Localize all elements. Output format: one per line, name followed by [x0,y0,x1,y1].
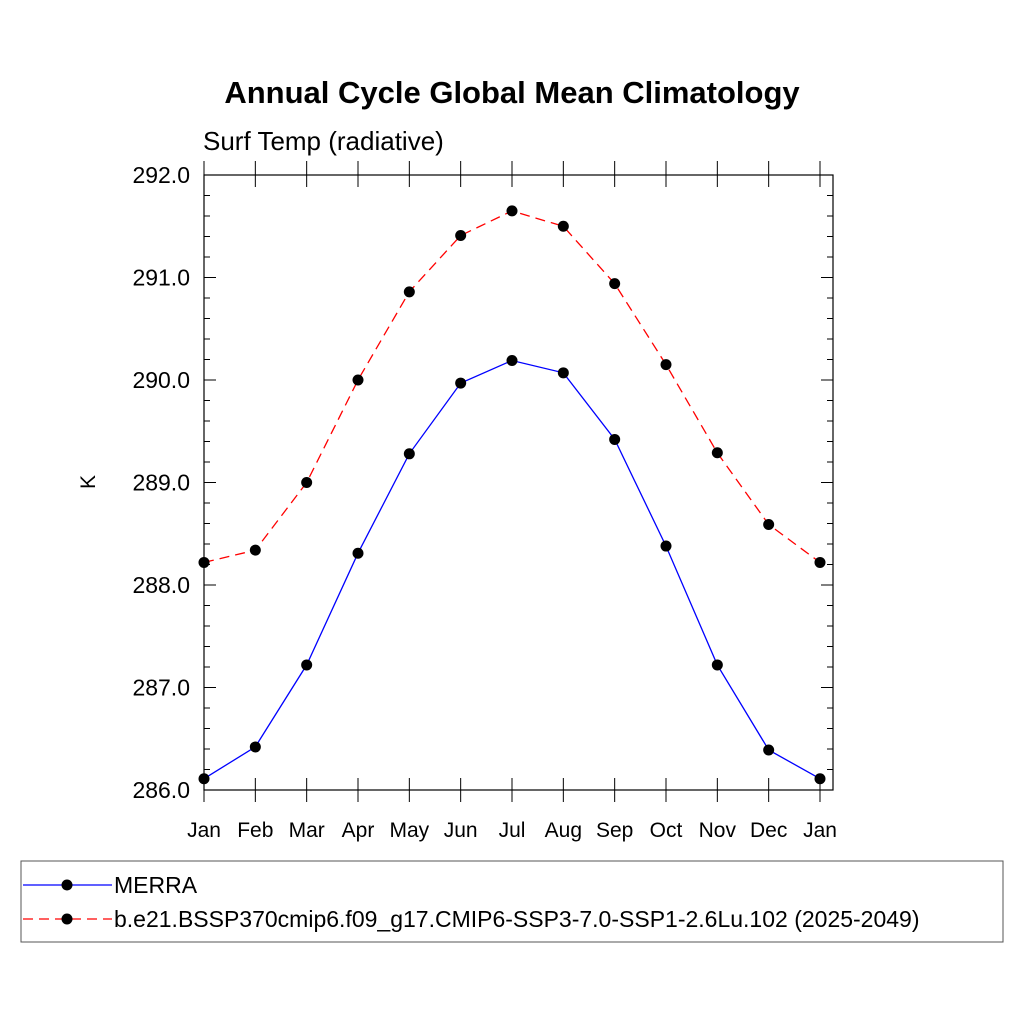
series-1-point [455,377,467,389]
series-2-point [814,556,826,568]
series-2-point [403,286,415,298]
x-tick-label: Apr [342,819,375,842]
x-tick-label: Jan [803,819,837,842]
x-tick-label: Jul [499,819,526,842]
legend-marker-2 [61,913,73,925]
y-tick-label: 286.0 [132,777,190,803]
x-tick-label: Dec [750,819,787,842]
series-1-point [249,741,261,753]
y-tick-label: 292.0 [132,162,190,188]
x-tick-label: Mar [289,819,325,842]
series-line-1 [203,359,821,780]
y-axis: 286.0 287.0 288.0 289.0 290.0 291.0 292.0 [132,162,833,803]
x-tick-label: Nov [699,819,737,842]
series-2-point [711,447,723,459]
x-tick-label: Jun [444,819,478,842]
legend: MERRA b.e21.BSSP370cmip6.f09_g17.CMIP6-SS… [20,860,1004,943]
y-tick-label: 288.0 [132,572,190,598]
series-1-point [403,448,415,460]
y-axis-label: K [77,475,100,489]
series-1-point [557,367,569,379]
x-tick-label: May [389,819,429,842]
series-line-2 [203,210,821,564]
series-1-point [301,659,313,671]
x-tick-label: Feb [237,819,273,842]
series-1-point [352,547,364,559]
series-1-point [711,659,723,671]
series-1-point [198,773,210,785]
y-tick-label: 290.0 [132,367,190,393]
series-2-point [609,278,621,290]
x-axis: Jan Feb Mar Apr May Jun Jul Aug Sep Oct Nov Dec Jan [187,161,837,842]
series-1-point [814,773,826,785]
series-2-point [301,477,313,488]
legend-label-2: b.e21.BSSP370cmip6.f09_g17.CMIP6-SSP3-7.… [114,906,920,932]
legend-label-1: MERRA [114,872,198,898]
chart-subtitle: Surf Temp (radiative) [203,126,444,156]
series-1-point [609,433,621,445]
legend-marker-1 [61,879,73,891]
series-1-point [763,744,775,756]
x-tick-label: Aug [545,819,582,842]
y-tick-label: 289.0 [132,470,190,496]
x-tick-label: Sep [596,819,633,842]
series-2-point [455,229,467,241]
series-2-point [763,519,775,531]
series-2-point [198,556,210,568]
y-tick-label: 291.0 [132,265,190,291]
series-2-point [249,544,261,556]
series-2-point [352,374,364,386]
y-tick-label: 287.0 [132,675,190,701]
chart-title: Annual Cycle Global Mean Climatology [224,75,800,110]
x-tick-label: Oct [650,819,683,842]
series-1-point [506,355,518,367]
legend-box [20,860,1004,943]
series-2-point [557,220,569,232]
x-tick-label: Jan [187,819,221,842]
series-2-point [506,205,518,217]
series-layer [198,205,826,785]
series-2-point [660,359,672,371]
series-1-point [660,540,672,552]
